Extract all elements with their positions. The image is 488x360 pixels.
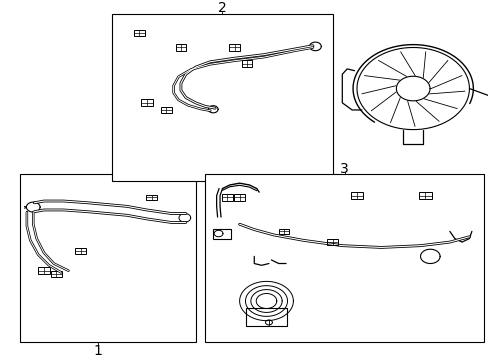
Bar — [278, 229, 288, 234]
Bar — [350, 192, 362, 199]
Bar — [241, 60, 252, 67]
Bar — [146, 195, 157, 200]
Bar — [245, 308, 286, 326]
Bar — [175, 44, 186, 51]
Bar — [75, 248, 86, 254]
Bar — [51, 271, 61, 278]
Bar — [161, 107, 171, 113]
Bar — [134, 30, 144, 36]
Bar — [234, 194, 244, 201]
Bar — [229, 44, 240, 51]
Bar — [20, 174, 195, 342]
Bar — [38, 267, 50, 274]
Text: 3: 3 — [340, 162, 348, 176]
Bar — [205, 174, 483, 342]
Bar — [222, 194, 232, 201]
Bar — [141, 99, 153, 107]
Text: 2: 2 — [218, 1, 226, 15]
Bar — [212, 229, 231, 239]
Bar — [326, 239, 337, 245]
Text: 1: 1 — [93, 344, 102, 358]
Bar — [419, 192, 431, 199]
Bar — [112, 14, 332, 181]
